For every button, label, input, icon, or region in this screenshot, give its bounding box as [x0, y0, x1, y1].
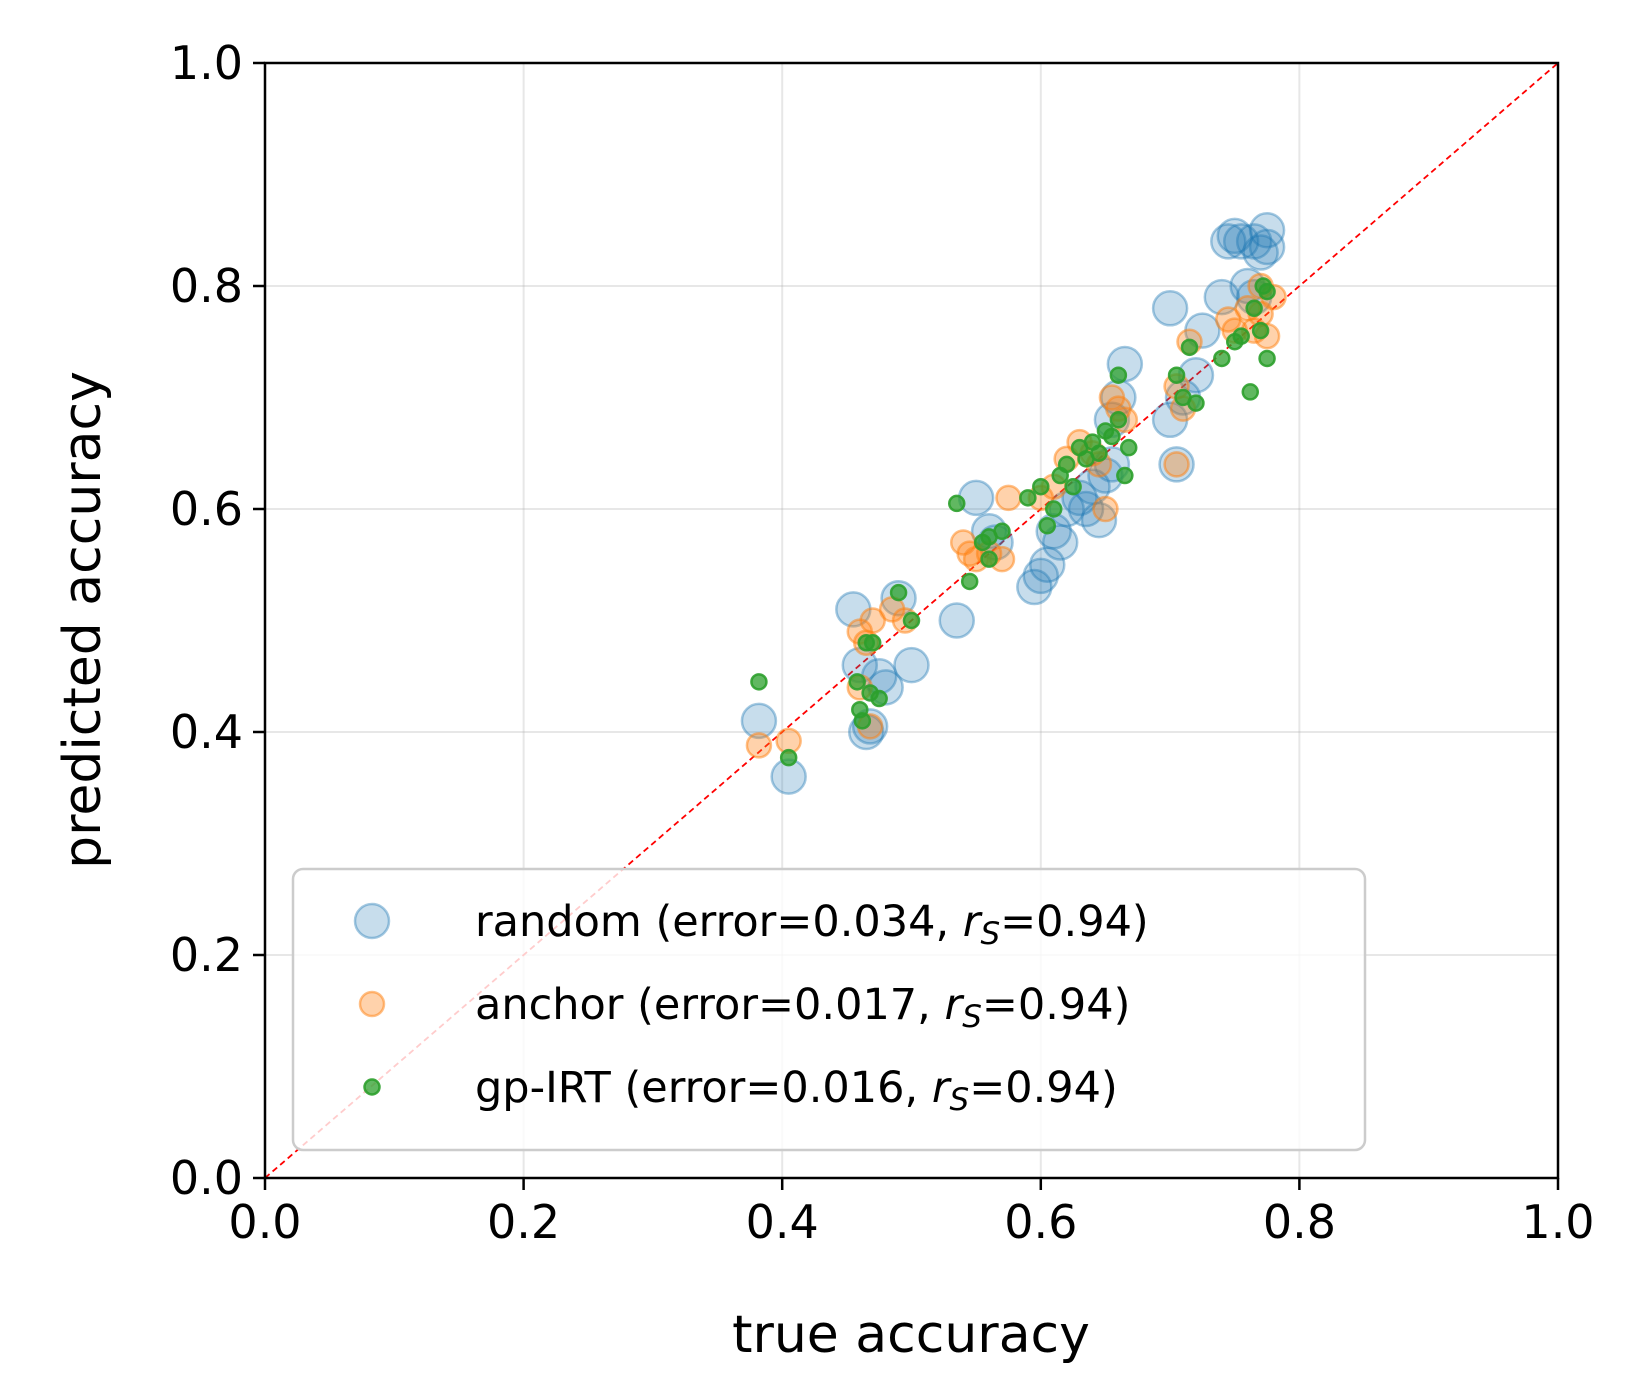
legend-label-text: gp-IRT (error=0.016, [475, 1063, 932, 1113]
data-point-gp-IRT [1258, 282, 1276, 301]
data-point-random [1151, 290, 1189, 327]
y-tick-label: 0.4 [170, 705, 243, 759]
data-points [740, 212, 1287, 795]
data-point-gp-IRT [848, 673, 866, 691]
data-point-anchor [1092, 495, 1119, 523]
legend-rs-value: =0.94) [969, 1063, 1118, 1113]
data-point-gp-IRT [1232, 327, 1250, 345]
data-point-gp-IRT [1064, 477, 1082, 496]
axis-ticks: 0.0 0.2 0.4 0.6 0.8 1.0 0.0 0.2 0.4 0.6 0.8 1.0 [170, 36, 1595, 1249]
legend-label-gp-IRT: gp-IRT (error=0.016, rS=0.94) [475, 1063, 1118, 1118]
data-point-gp-IRT [1032, 477, 1050, 496]
x-tick-label: 1.0 [1521, 1195, 1594, 1249]
data-point-gp-IRT [1251, 321, 1270, 340]
y-tick-label: 0.6 [170, 482, 243, 536]
data-point-gp-IRT [870, 689, 888, 708]
data-point-random [740, 702, 778, 740]
plot-frame [263, 61, 1560, 1180]
legend-rs-value: =0.94) [1000, 897, 1149, 947]
data-point-random [1203, 278, 1241, 316]
data-point-random [1248, 228, 1286, 266]
data-point-gp-IRT [750, 673, 768, 691]
series-random [740, 212, 1286, 795]
data-point-anchor [859, 607, 886, 634]
data-point-random [1041, 524, 1079, 561]
data-point-gp-IRT [1258, 349, 1276, 368]
data-point-random [1067, 490, 1105, 528]
legend-marker-gp-IRT [363, 1078, 381, 1096]
x-tick-label: 0.8 [1263, 1195, 1336, 1249]
legend-rs-symbol: r [932, 1063, 952, 1113]
data-point-random [1242, 234, 1279, 271]
data-point-gp-IRT [1109, 411, 1128, 429]
data-point-gp-IRT [1109, 366, 1128, 384]
data-point-gp-IRT [993, 522, 1011, 541]
x-tick-label: 0.4 [746, 1195, 819, 1249]
data-point-random [1222, 223, 1260, 260]
data-point-gp-IRT [1187, 394, 1205, 412]
x-axis-label: true accuracy [732, 1305, 1090, 1365]
legend-rs-symbol: r [963, 897, 983, 947]
data-point-gp-IRT [853, 712, 872, 730]
legend-label-text: anchor (error=0.017, [475, 980, 945, 1030]
x-tick-label: 0.2 [487, 1195, 560, 1249]
data-point-gp-IRT [980, 550, 998, 568]
data-point-gp-IRT [889, 583, 908, 602]
data-point-random [938, 602, 976, 639]
data-point-anchor [1163, 451, 1190, 478]
data-point-gp-IRT [1038, 516, 1057, 535]
data-point-gp-IRT [1044, 500, 1063, 518]
y-tick-label: 0.8 [170, 259, 243, 313]
data-point-random [1235, 223, 1273, 260]
data-point-gp-IRT [960, 572, 979, 591]
legend: random (error=0.034, rS=0.94)anchor (err… [291, 867, 1367, 1152]
data-point-gp-IRT [863, 634, 882, 652]
data-point-gp-IRT [1090, 444, 1108, 462]
data-point-random [957, 479, 995, 517]
data-point-random [893, 646, 930, 684]
data-point-gp-IRT [1180, 338, 1199, 357]
data-point-random [1216, 217, 1253, 255]
data-point-random [1029, 546, 1066, 583]
data-point-random [1248, 212, 1286, 249]
legend-marker-anchor [358, 990, 386, 1018]
legend-label-random: random (error=0.034, rS=0.94) [475, 897, 1149, 952]
data-point-random [1022, 557, 1060, 595]
data-point-gp-IRT [948, 494, 966, 513]
legend-rs-subscript: S [950, 1082, 970, 1118]
data-point-anchor [995, 484, 1022, 512]
y-tick-label: 1.0 [170, 36, 243, 90]
y-tick-label: 0.0 [170, 1151, 243, 1205]
data-point-gp-IRT [1241, 383, 1260, 401]
data-point-random [1210, 223, 1247, 260]
data-point-anchor [745, 732, 773, 759]
x-tick-label: 0.6 [1004, 1195, 1077, 1249]
data-point-gp-IRT [1103, 427, 1121, 446]
data-point-gp-IRT [902, 611, 921, 630]
data-point-gp-IRT [1119, 438, 1138, 457]
legend-rs-value: =0.94) [982, 980, 1131, 1030]
data-point-gp-IRT [1057, 455, 1076, 474]
legend-marker-random [353, 902, 391, 940]
y-axis-label: predicted accuracy [53, 371, 113, 869]
data-point-gp-IRT [1213, 349, 1231, 368]
legend-rs-subscript: S [962, 999, 982, 1035]
y-tick-label: 0.2 [170, 928, 243, 982]
data-point-gp-IRT [1019, 489, 1037, 507]
x-tick-label: 0.0 [228, 1195, 301, 1249]
legend-rs-subscript: S [980, 916, 1000, 952]
legend-label-anchor: anchor (error=0.017, rS=0.94) [475, 980, 1130, 1035]
legend-label-text: random (error=0.034, [475, 897, 963, 947]
data-point-random [1016, 568, 1053, 606]
data-point-gp-IRT [1245, 299, 1263, 318]
legend-box [291, 867, 1367, 1152]
series-gp-IRT [750, 277, 1276, 767]
legend-rs-symbol: r [945, 980, 965, 1030]
data-point-gp-IRT [1116, 466, 1134, 485]
data-point-gp-IRT [1167, 366, 1186, 384]
data-point-gp-IRT [779, 748, 798, 767]
